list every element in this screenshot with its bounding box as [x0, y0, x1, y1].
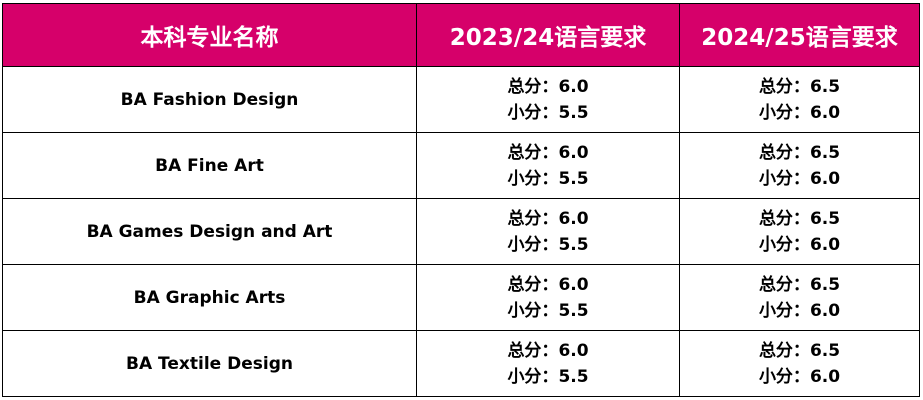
sub-score-line: 小分：6.0 — [680, 364, 919, 390]
overall-label: 总分： — [507, 208, 559, 229]
sub-score-line: 小分：5.5 — [417, 100, 679, 126]
overall-value: 6.5 — [809, 76, 841, 97]
overall-label: 总分： — [507, 340, 559, 361]
requirement-2024-cell: 总分：6.5 小分：6.0 — [679, 264, 920, 331]
overall-value: 6.0 — [558, 340, 589, 361]
program-name-cell: BA Fashion Design — [2, 66, 417, 133]
program-name-cell: BA Textile Design — [2, 330, 417, 397]
overall-value: 6.5 — [809, 274, 841, 295]
sub-value: 6.0 — [809, 300, 841, 321]
header-2023-24-requirement: 2023/24语言要求 — [416, 3, 680, 67]
requirement-2024-cell: 总分：6.5 小分：6.0 — [679, 132, 920, 199]
overall-score-line: 总分：6.5 — [680, 338, 919, 364]
sub-value: 6.0 — [809, 366, 841, 387]
sub-score-line: 小分：6.0 — [680, 298, 919, 324]
overall-label: 总分： — [507, 142, 559, 163]
sub-score-line: 小分：6.0 — [680, 166, 919, 192]
table-row: BA Textile Design 总分：6.0 小分：5.5 总分：6.5 小… — [2, 330, 920, 397]
requirement-2023-cell: 总分：6.0 小分：5.5 — [416, 330, 680, 397]
sub-label: 小分： — [507, 102, 559, 123]
requirement-2023-cell: 总分：6.0 小分：5.5 — [416, 198, 680, 265]
sub-label: 小分： — [507, 300, 559, 321]
requirement-2024-cell: 总分：6.5 小分：6.0 — [679, 198, 920, 265]
sub-label: 小分： — [758, 366, 810, 387]
requirements-table-container: 本科专业名称 2023/24语言要求 2024/25语言要求 BA Fashio… — [2, 3, 920, 397]
sub-value: 6.0 — [809, 168, 841, 189]
sub-value: 5.5 — [558, 168, 589, 189]
sub-value: 5.5 — [558, 102, 589, 123]
table-header-row: 本科专业名称 2023/24语言要求 2024/25语言要求 — [2, 3, 920, 67]
sub-score-line: 小分：5.5 — [417, 232, 679, 258]
overall-score-line: 总分：6.5 — [680, 206, 919, 232]
sub-value: 5.5 — [558, 234, 589, 255]
overall-value: 6.0 — [558, 142, 589, 163]
sub-score-line: 小分：5.5 — [417, 166, 679, 192]
table-row: BA Fashion Design 总分：6.0 小分：5.5 总分：6.5 小… — [2, 66, 920, 133]
overall-score-line: 总分：6.5 — [680, 74, 919, 100]
requirement-2023-cell: 总分：6.0 小分：5.5 — [416, 132, 680, 199]
overall-value: 6.0 — [558, 76, 589, 97]
overall-value: 6.5 — [809, 340, 841, 361]
overall-label: 总分： — [758, 142, 810, 163]
overall-label: 总分： — [758, 76, 810, 97]
overall-score-line: 总分：6.0 — [417, 74, 679, 100]
program-name-cell: BA Games Design and Art — [2, 198, 417, 265]
sub-score-line: 小分：5.5 — [417, 298, 679, 324]
sub-score-line: 小分：6.0 — [680, 232, 919, 258]
sub-score-line: 小分：6.0 — [680, 100, 919, 126]
requirement-2024-cell: 总分：6.5 小分：6.0 — [679, 330, 920, 397]
overall-score-line: 总分：6.5 — [680, 272, 919, 298]
program-name-cell: BA Fine Art — [2, 132, 417, 199]
overall-value: 6.5 — [809, 142, 841, 163]
requirement-2023-cell: 总分：6.0 小分：5.5 — [416, 264, 680, 331]
sub-label: 小分： — [507, 168, 559, 189]
sub-score-line: 小分：5.5 — [417, 364, 679, 390]
overall-value: 6.0 — [558, 208, 589, 229]
overall-label: 总分： — [507, 274, 559, 295]
sub-label: 小分： — [507, 366, 559, 387]
overall-label: 总分： — [758, 340, 810, 361]
sub-label: 小分： — [758, 102, 810, 123]
sub-label: 小分： — [507, 234, 559, 255]
header-program-name: 本科专业名称 — [2, 3, 417, 67]
sub-value: 6.0 — [809, 234, 841, 255]
program-name-cell: BA Graphic Arts — [2, 264, 417, 331]
sub-value: 6.0 — [809, 102, 841, 123]
overall-score-line: 总分：6.0 — [417, 272, 679, 298]
overall-score-line: 总分：6.0 — [417, 338, 679, 364]
sub-label: 小分： — [758, 168, 810, 189]
language-requirements-table: 本科专业名称 2023/24语言要求 2024/25语言要求 BA Fashio… — [2, 3, 920, 397]
header-2024-25-requirement: 2024/25语言要求 — [679, 3, 920, 67]
requirement-2024-cell: 总分：6.5 小分：6.0 — [679, 66, 920, 133]
sub-label: 小分： — [758, 300, 810, 321]
table-row: BA Fine Art 总分：6.0 小分：5.5 总分：6.5 小分：6.0 — [2, 132, 920, 199]
sub-value: 5.5 — [558, 300, 589, 321]
overall-value: 6.5 — [809, 208, 841, 229]
sub-label: 小分： — [758, 234, 810, 255]
overall-label: 总分： — [758, 208, 810, 229]
overall-label: 总分： — [758, 274, 810, 295]
table-row: BA Games Design and Art 总分：6.0 小分：5.5 总分… — [2, 198, 920, 265]
overall-score-line: 总分：6.5 — [680, 140, 919, 166]
requirement-2023-cell: 总分：6.0 小分：5.5 — [416, 66, 680, 133]
table-row: BA Graphic Arts 总分：6.0 小分：5.5 总分：6.5 小分：… — [2, 264, 920, 331]
overall-label: 总分： — [507, 76, 559, 97]
sub-value: 5.5 — [558, 366, 589, 387]
overall-value: 6.0 — [558, 274, 589, 295]
overall-score-line: 总分：6.0 — [417, 140, 679, 166]
overall-score-line: 总分：6.0 — [417, 206, 679, 232]
